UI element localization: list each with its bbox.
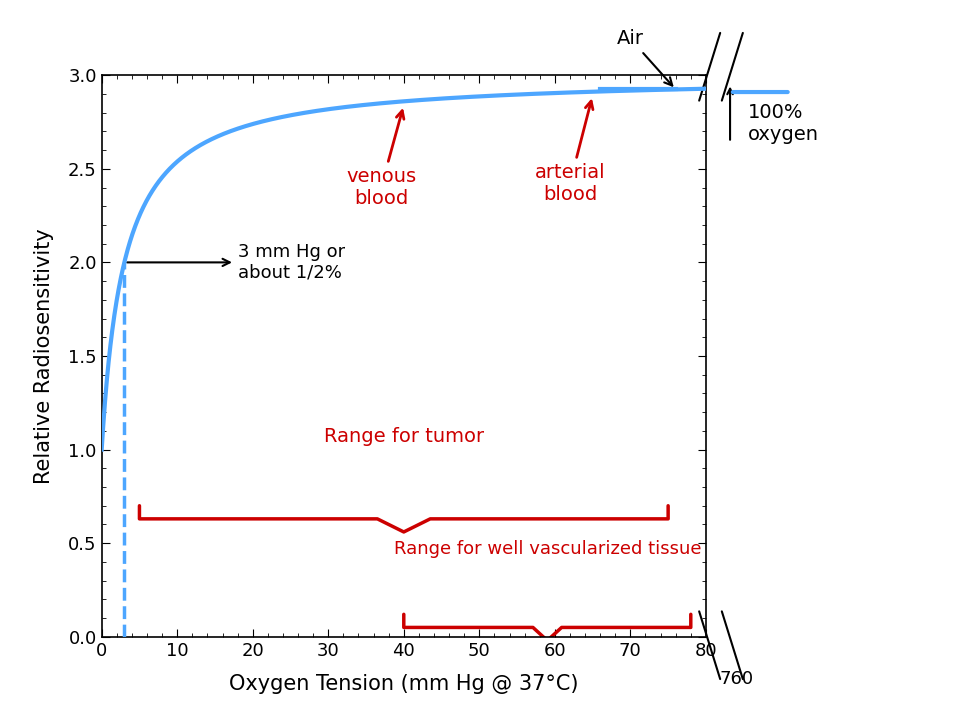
Text: Air: Air [617,29,672,85]
Text: 760: 760 [719,670,753,688]
X-axis label: Oxygen Tension (mm Hg @ 37°C): Oxygen Tension (mm Hg @ 37°C) [229,674,578,693]
Y-axis label: Relative Radiosensitivity: Relative Radiosensitivity [35,228,54,484]
Text: 3 mm Hg or
about 1/2%: 3 mm Hg or about 1/2% [128,243,344,282]
Text: arterial
blood: arterial blood [534,101,605,204]
Text: Range for well vascularized tissue: Range for well vascularized tissue [393,540,701,558]
Text: venous
blood: venous blood [346,111,416,208]
Text: 100%
oxygen: 100% oxygen [748,103,819,145]
Text: Range for tumor: Range for tumor [324,427,484,446]
